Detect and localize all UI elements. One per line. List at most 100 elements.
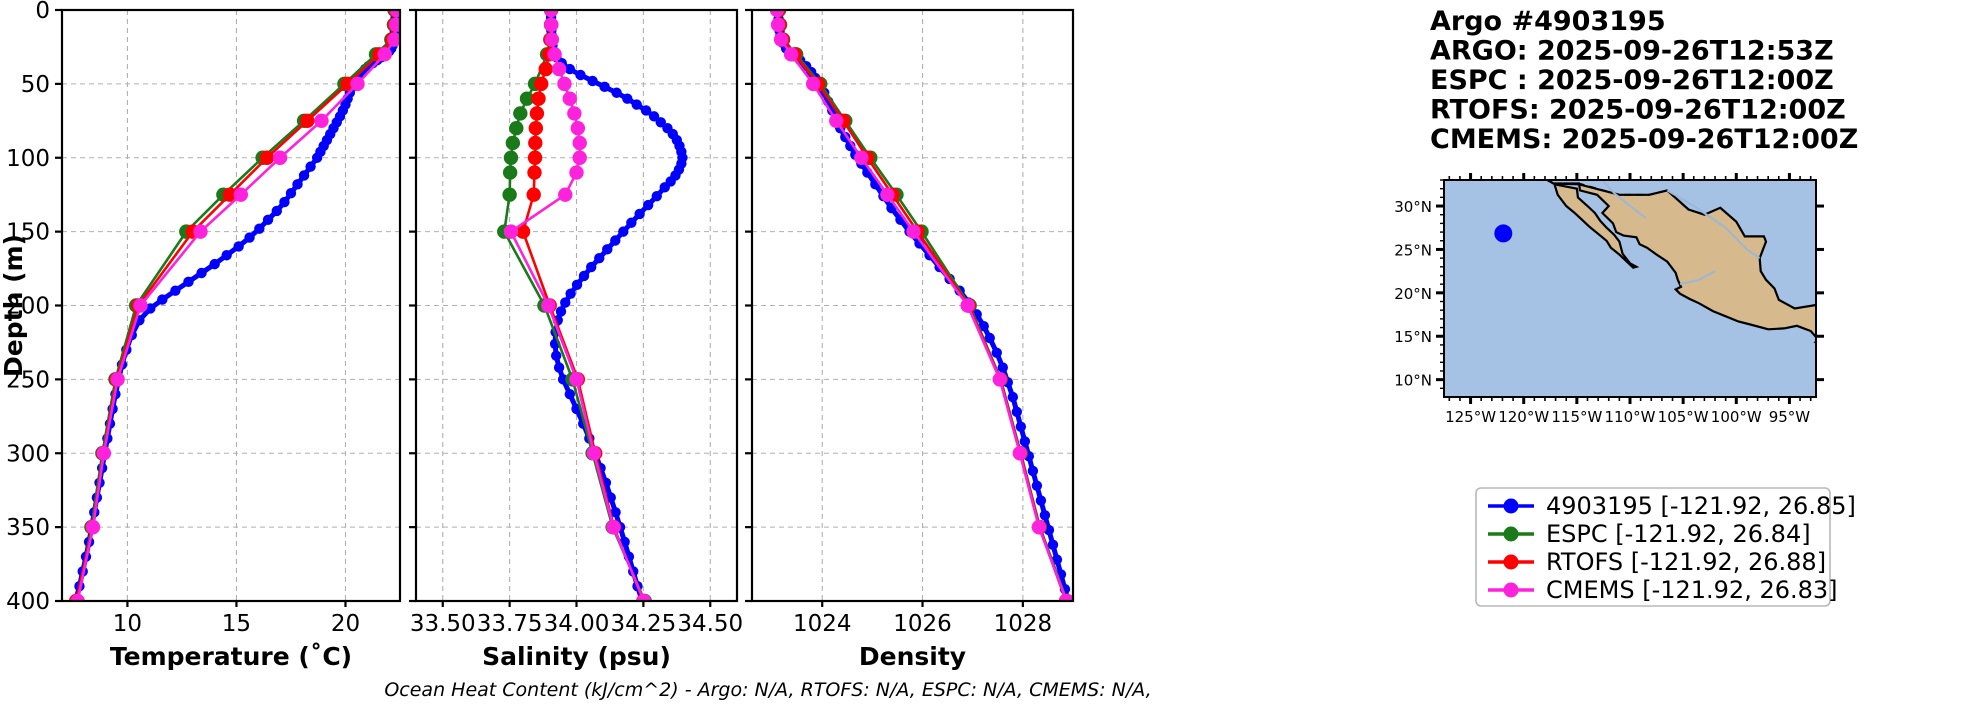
xaxis-tick-label: 34.00 [544, 611, 610, 637]
series-marker-4903195 [642, 199, 654, 211]
series-marker-4903195 [244, 232, 255, 243]
series-marker-cmems [387, 32, 400, 47]
series-marker-cmems [606, 519, 621, 535]
map-lon-label: 110°W [1605, 408, 1656, 426]
series-marker-espc [513, 106, 528, 121]
series-marker-4903195 [631, 99, 642, 110]
series-marker-4903195 [271, 205, 282, 217]
yaxis-tick-label: 200 [6, 294, 50, 320]
series-marker-cmems [377, 47, 392, 62]
series-marker-4903195 [279, 196, 290, 208]
yaxis-tick-label: 0 [35, 0, 50, 24]
series-marker-4903195 [997, 362, 1008, 373]
series-marker-4903195 [233, 241, 244, 252]
series-marker-4903195 [292, 179, 303, 190]
series-marker-4903195 [914, 238, 925, 249]
map-lat-label: 10°N [1394, 372, 1432, 390]
axis-title-depth: Depth (m) [0, 234, 28, 377]
xaxis-tick-label: 15 [222, 611, 251, 637]
series-marker-cmems [388, 17, 400, 32]
header-line: Argo #4903195 [1430, 6, 1666, 37]
series-marker-4903195 [587, 75, 598, 87]
series-marker-4903195 [564, 63, 576, 75]
series-marker-4903195 [298, 170, 310, 181]
series-marker-cmems [193, 224, 208, 239]
header-line: CMEMS: 2025-09-26T12:00Z [1430, 124, 1858, 155]
series-marker-cmems [572, 135, 587, 151]
series-marker-cmems [272, 150, 288, 165]
series-marker-4903195 [984, 332, 995, 344]
legend-marker-espc [1503, 526, 1519, 542]
yaxis-tick-label: 50 [21, 72, 50, 98]
series-marker-4903195 [196, 267, 207, 279]
series-marker-cmems [547, 47, 562, 62]
map-lon-label: 95°W [1769, 408, 1811, 426]
series-marker-cmems [96, 446, 112, 461]
series-marker-4903195 [311, 152, 323, 163]
header-line: RTOFS: 2025-09-26T12:00Z [1430, 95, 1846, 126]
xaxis-tick-label: 1024 [793, 611, 852, 637]
series-marker-cmems [133, 298, 148, 313]
yaxis-tick-label: 100 [6, 146, 50, 172]
series-marker-4903195 [1035, 495, 1047, 506]
series-marker-4903195 [640, 105, 652, 116]
series-marker-cmems [110, 372, 125, 387]
series-marker-4903195 [221, 250, 232, 261]
series-marker-4903195 [1027, 465, 1039, 477]
series-marker-4903195 [157, 294, 168, 305]
series-marker-4903195 [578, 270, 590, 282]
series-marker-4903195 [611, 87, 622, 98]
series-marker-rtofs [222, 187, 238, 202]
xaxis-tick-label: 20 [331, 611, 360, 637]
series-marker-cmems [557, 76, 572, 92]
series-marker-4903195 [557, 374, 569, 385]
series-marker-cmems [572, 150, 587, 165]
series-marker-cmems [543, 10, 559, 18]
map-lat-label: 25°N [1394, 241, 1432, 259]
series-marker-4903195 [1047, 539, 1059, 551]
series-marker-4903195 [305, 161, 316, 172]
yaxis-tick-label: 400 [6, 589, 50, 615]
xaxis-tick-label: 33.75 [477, 611, 543, 637]
series-marker-4903195 [618, 226, 629, 237]
series-group [769, 10, 1073, 601]
legend-marker-argo [1503, 498, 1519, 514]
xaxis-tick-label: 1028 [994, 611, 1053, 637]
series-marker-espc [509, 121, 524, 136]
axis-title-salinity: Salinity (psu) [482, 642, 671, 671]
series-marker-4903195 [610, 235, 621, 246]
series-marker-cmems [773, 32, 789, 47]
series-marker-espc [505, 135, 521, 151]
axis-title-temperature: Temperature (˚C) [110, 642, 352, 671]
legend-label-rtofs: RTOFS [-121.92, 26.88] [1546, 548, 1826, 576]
xaxis-tick-label: 10 [113, 611, 142, 637]
series-marker-4903195 [1015, 421, 1027, 432]
series-marker-4903195 [555, 306, 567, 317]
series-marker-cmems [350, 76, 365, 92]
legend-box [1475, 487, 1831, 607]
series-marker-rtofs [533, 76, 549, 92]
series-marker-4903195 [1039, 510, 1051, 521]
series-marker-cmems [551, 61, 567, 77]
series-marker-cmems [569, 165, 584, 180]
series-marker-cmems [1012, 446, 1028, 461]
series-marker-cmems [805, 76, 821, 92]
series-marker-4903195 [209, 258, 220, 270]
series-marker-cmems [558, 187, 573, 202]
series-marker-4903195 [1011, 406, 1023, 418]
series-marker-rtofs [515, 224, 531, 239]
series-marker-cmems [783, 47, 799, 62]
series-marker-cmems [770, 17, 786, 32]
series-marker-rtofs [526, 187, 541, 202]
series-marker-4903195 [1019, 436, 1031, 447]
series-marker-cmems [1031, 519, 1047, 535]
yaxis-tick-label: 350 [6, 515, 50, 541]
series-marker-cmems [314, 113, 329, 129]
map-river [1666, 189, 1761, 259]
series-marker-4903195 [659, 182, 670, 193]
series-marker-cmems [992, 372, 1007, 387]
series-marker-4903195 [565, 288, 576, 299]
series-group [68, 10, 400, 601]
